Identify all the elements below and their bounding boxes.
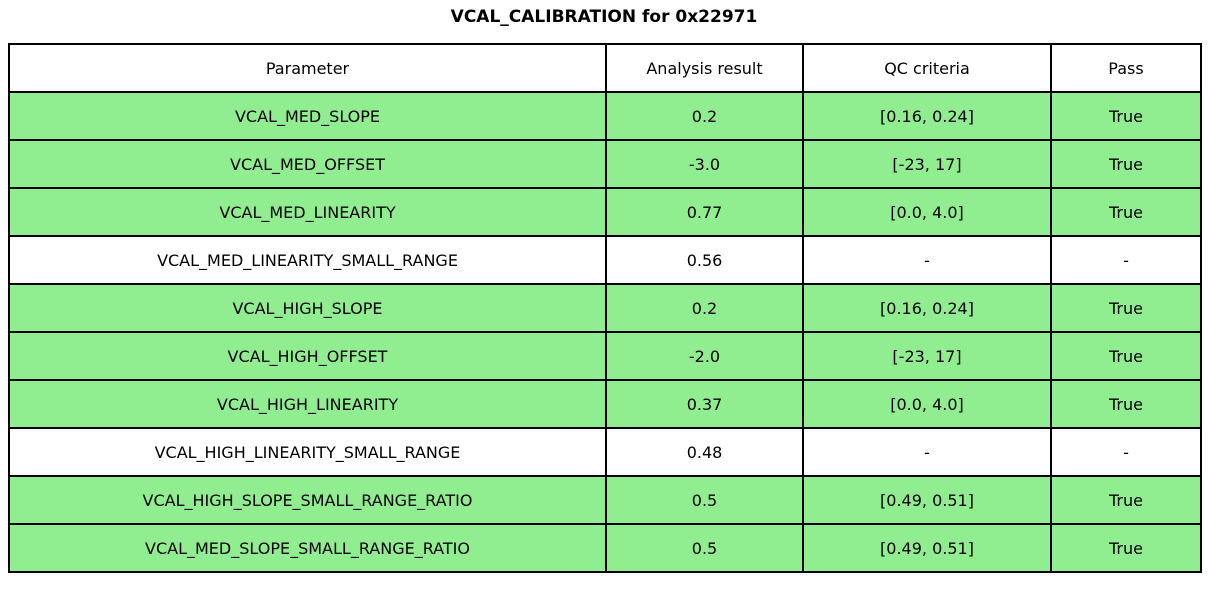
pass-cell: True [1050, 523, 1202, 573]
table-row: VCAL_MED_LINEARITY 0.77 [0.0, 4.0] True [8, 187, 1202, 237]
column-header-parameter: Parameter [8, 43, 607, 93]
header-row: Parameter Analysis result QC criteria Pa… [8, 43, 1202, 93]
parameter-cell: VCAL_MED_LINEARITY [8, 187, 607, 237]
parameter-cell: VCAL_HIGH_LINEARITY [8, 379, 607, 429]
qc-criteria-cell: [0.0, 4.0] [802, 187, 1052, 237]
pass-cell: True [1050, 475, 1202, 525]
pass-cell: - [1050, 235, 1202, 285]
analysis-result-cell: 0.5 [605, 523, 804, 573]
analysis-result-cell: 0.48 [605, 427, 804, 477]
analysis-result-cell: -2.0 [605, 331, 804, 381]
table-row: VCAL_HIGH_SLOPE 0.2 [0.16, 0.24] True [8, 283, 1202, 333]
table-row: VCAL_HIGH_LINEARITY 0.37 [0.0, 4.0] True [8, 379, 1202, 429]
table-header: Parameter Analysis result QC criteria Pa… [8, 43, 1202, 93]
analysis-result-cell: 0.5 [605, 475, 804, 525]
parameter-cell: VCAL_HIGH_LINEARITY_SMALL_RANGE [8, 427, 607, 477]
qc-criteria-cell: [0.16, 0.24] [802, 91, 1052, 141]
qc-criteria-cell: [-23, 17] [802, 139, 1052, 189]
column-header-qc-criteria: QC criteria [802, 43, 1052, 93]
qc-criteria-cell: [0.49, 0.51] [802, 475, 1052, 525]
analysis-result-cell: 0.2 [605, 91, 804, 141]
pass-cell: - [1050, 427, 1202, 477]
qc-criteria-cell: [0.16, 0.24] [802, 283, 1052, 333]
parameter-cell: VCAL_MED_LINEARITY_SMALL_RANGE [8, 235, 607, 285]
table-body: VCAL_MED_SLOPE 0.2 [0.16, 0.24] True VCA… [8, 91, 1202, 573]
column-header-pass: Pass [1050, 43, 1202, 93]
analysis-result-cell: -3.0 [605, 139, 804, 189]
pass-cell: True [1050, 139, 1202, 189]
parameter-cell: VCAL_HIGH_SLOPE_SMALL_RANGE_RATIO [8, 475, 607, 525]
pass-cell: True [1050, 331, 1202, 381]
vcal-calibration-table: Parameter Analysis result QC criteria Pa… [8, 43, 1202, 573]
table-row: VCAL_MED_OFFSET -3.0 [-23, 17] True [8, 139, 1202, 189]
qc-criteria-cell: [0.49, 0.51] [802, 523, 1052, 573]
analysis-result-cell: 0.77 [605, 187, 804, 237]
pass-cell: True [1050, 187, 1202, 237]
pass-cell: True [1050, 91, 1202, 141]
table-row: VCAL_HIGH_OFFSET -2.0 [-23, 17] True [8, 331, 1202, 381]
table-row: VCAL_MED_SLOPE_SMALL_RANGE_RATIO 0.5 [0.… [8, 523, 1202, 573]
qc-criteria-cell: [-23, 17] [802, 331, 1052, 381]
analysis-result-cell: 0.56 [605, 235, 804, 285]
qc-criteria-cell: - [802, 235, 1052, 285]
column-header-analysis-result: Analysis result [605, 43, 804, 93]
qc-criteria-cell: - [802, 427, 1052, 477]
table-row: VCAL_HIGH_LINEARITY_SMALL_RANGE 0.48 - - [8, 427, 1202, 477]
parameter-cell: VCAL_MED_OFFSET [8, 139, 607, 189]
analysis-result-cell: 0.37 [605, 379, 804, 429]
table-row: VCAL_MED_SLOPE 0.2 [0.16, 0.24] True [8, 91, 1202, 141]
parameter-cell: VCAL_HIGH_SLOPE [8, 283, 607, 333]
parameter-cell: VCAL_MED_SLOPE_SMALL_RANGE_RATIO [8, 523, 607, 573]
pass-cell: True [1050, 283, 1202, 333]
analysis-result-cell: 0.2 [605, 283, 804, 333]
parameter-cell: VCAL_HIGH_OFFSET [8, 331, 607, 381]
pass-cell: True [1050, 379, 1202, 429]
table-row: VCAL_HIGH_SLOPE_SMALL_RANGE_RATIO 0.5 [0… [8, 475, 1202, 525]
table-row: VCAL_MED_LINEARITY_SMALL_RANGE 0.56 - - [8, 235, 1202, 285]
parameter-cell: VCAL_MED_SLOPE [8, 91, 607, 141]
page-title: VCAL_CALIBRATION for 0x22971 [450, 7, 758, 27]
qc-criteria-cell: [0.0, 4.0] [802, 379, 1052, 429]
